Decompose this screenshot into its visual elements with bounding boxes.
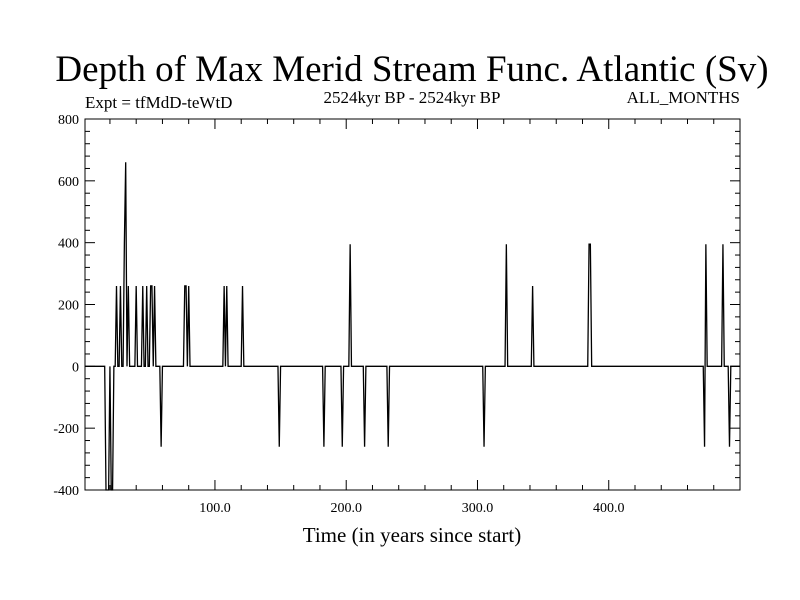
y-tick-label: -200 bbox=[53, 422, 79, 437]
x-tick-label: 300.0 bbox=[462, 501, 494, 516]
axis-ticks bbox=[85, 118, 741, 491]
months-label: ALL_MONTHS bbox=[627, 88, 740, 107]
x-tick-label: 200.0 bbox=[330, 501, 362, 516]
axis-tick-labels: -400 -200 0 200 400 600 800 100.0 200.0 300.0 400.… bbox=[53, 113, 624, 516]
time-range-label: 2524kyr BP - 2524kyr BP bbox=[324, 88, 501, 107]
y-tick-label: 800 bbox=[58, 113, 79, 128]
y-tick-label: 200 bbox=[58, 299, 79, 314]
x-axis-label: Time (in years since start) bbox=[303, 523, 522, 547]
plot-frame bbox=[84, 118, 741, 491]
x-tick-label: 100.0 bbox=[199, 501, 231, 516]
y-tick-label: -400 bbox=[53, 484, 79, 499]
chart-title: Depth of Max Merid Stream Func. Atlantic… bbox=[55, 49, 768, 90]
y-tick-label: 0 bbox=[72, 360, 79, 375]
experiment-label: Expt = tfMdD-teWtD bbox=[85, 93, 232, 112]
x-tick-label: 400.0 bbox=[593, 501, 625, 516]
y-tick-label: 400 bbox=[58, 237, 79, 252]
series-line bbox=[85, 162, 740, 491]
y-tick-label: 600 bbox=[58, 175, 79, 190]
